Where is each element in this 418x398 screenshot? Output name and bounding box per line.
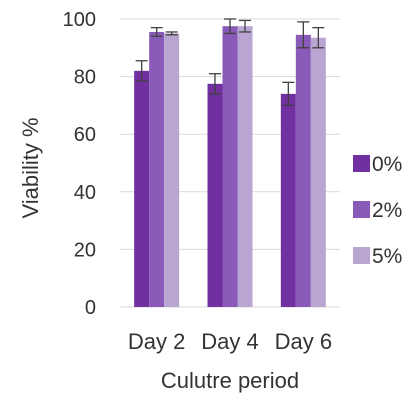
bar <box>134 70 150 307</box>
legend-entry: 0% <box>353 153 402 176</box>
x-tick-label: Day 6 <box>275 329 332 354</box>
legend-swatch <box>353 201 370 218</box>
x-axis-label: Culutre period <box>161 368 299 393</box>
y-tick-label: 100 <box>63 9 96 31</box>
y-tick-label: 0 <box>85 297 96 319</box>
bar <box>207 83 223 307</box>
legend-label: 5% <box>372 245 402 268</box>
y-tick-label: 20 <box>74 239 96 261</box>
legend-swatch <box>353 247 370 264</box>
legend-entry: 5% <box>353 245 402 268</box>
y-tick-label: 40 <box>74 182 96 204</box>
error-bar <box>150 26 163 37</box>
y-tick-label: 60 <box>74 124 96 146</box>
legend-entry: 2% <box>353 199 402 222</box>
bar <box>237 26 253 307</box>
error-bar <box>209 73 221 95</box>
bar <box>164 33 180 308</box>
legend-label: 2% <box>372 199 402 222</box>
error-bar <box>297 21 310 49</box>
bar <box>149 31 165 308</box>
x-tick-label: Day 2 <box>128 329 185 354</box>
bar <box>222 26 238 307</box>
bars <box>134 26 326 308</box>
error-bar <box>165 31 178 36</box>
error-bar <box>312 26 325 49</box>
legend-swatch <box>353 155 370 172</box>
bar <box>310 37 326 307</box>
error-bar <box>135 60 148 82</box>
legend-label: 0% <box>372 153 402 176</box>
error-bars <box>135 18 325 107</box>
x-tick-labels: Day 2 Day 4 Day 6 <box>128 329 332 354</box>
bar <box>295 34 311 308</box>
y-axis-label: Viability % <box>18 117 43 218</box>
y-tick-labels: 0 20 40 60 80 100 <box>63 9 96 319</box>
error-bar <box>282 81 295 107</box>
bar <box>280 93 296 307</box>
y-tick-label: 80 <box>74 67 96 89</box>
x-tick-label: Day 4 <box>201 329 258 354</box>
error-bar <box>239 19 251 33</box>
error-bar <box>224 18 236 35</box>
legend: 0% 2% 5% <box>353 153 402 268</box>
